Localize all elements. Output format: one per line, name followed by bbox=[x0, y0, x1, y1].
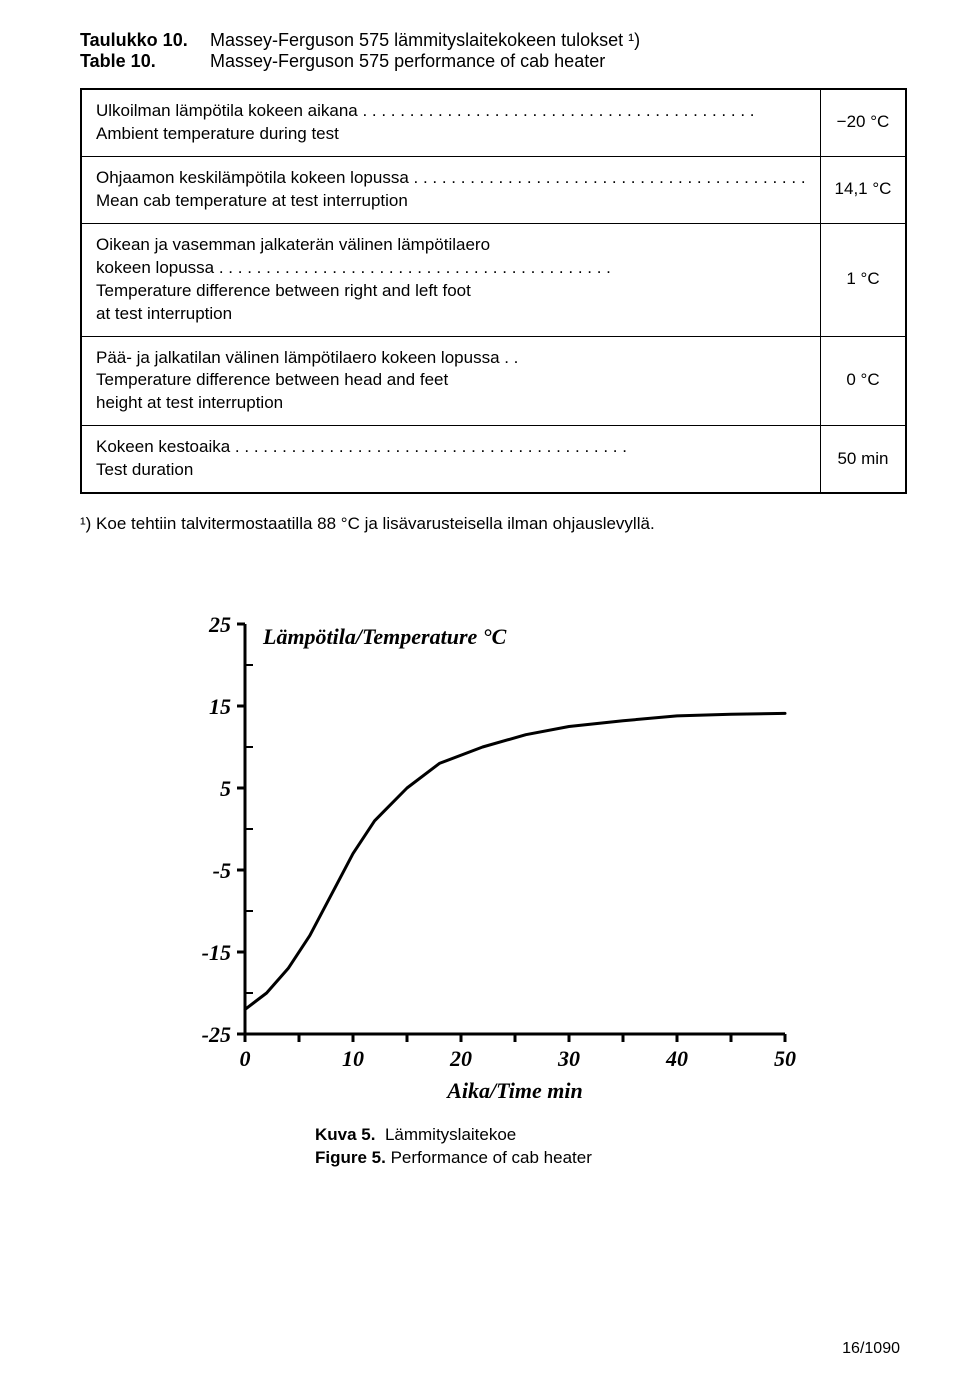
table-row: Kokeen kestoaika Test duration 50 min bbox=[81, 426, 906, 493]
svg-text:15: 15 bbox=[209, 694, 231, 719]
page-number: 16/1090 bbox=[842, 1340, 900, 1358]
row-en2: height at test interruption bbox=[96, 392, 806, 415]
row-en: Test duration bbox=[96, 459, 806, 482]
table-title-fi: Massey-Ferguson 575 lämmityslaitekokeen … bbox=[210, 30, 640, 51]
svg-text:-25: -25 bbox=[202, 1022, 231, 1047]
temperature-chart: -25 -15 -5 5 15 25 0 10 20 30 40 50 Lämpötila/Temper… bbox=[165, 594, 815, 1114]
svg-text:-5: -5 bbox=[213, 858, 231, 883]
row-value: 0 °C bbox=[820, 336, 906, 426]
figure-text-fi: Lämmityslaitekoe bbox=[385, 1125, 516, 1144]
row-en: Temperature difference between right and… bbox=[96, 280, 806, 303]
svg-text:25: 25 bbox=[208, 612, 231, 637]
svg-text:40: 40 bbox=[665, 1046, 688, 1071]
row-fi: Ohjaamon keskilämpötila kokeen lopussa bbox=[96, 168, 409, 187]
table-label-fi: Taulukko 10. bbox=[80, 30, 210, 51]
svg-text:Lämpötila/Temperature °C: Lämpötila/Temperature °C bbox=[262, 624, 507, 649]
row-fi: Pää- ja jalkatilan välinen lämpötilaero … bbox=[96, 347, 806, 370]
row-fi: Oikean ja vasemman jalkaterän välinen lä… bbox=[96, 234, 806, 257]
row-en: Ambient temperature during test bbox=[96, 123, 806, 146]
table-title-en: Massey-Ferguson 575 performance of cab h… bbox=[210, 51, 605, 72]
svg-text:-15: -15 bbox=[202, 940, 231, 965]
row-en: Temperature difference between head and … bbox=[96, 369, 806, 392]
svg-text:Aika/Time min: Aika/Time min bbox=[445, 1078, 582, 1103]
chart-container: -25 -15 -5 5 15 25 0 10 20 30 40 50 Lämpötila/Temper… bbox=[165, 594, 815, 1170]
row-fi: Ulkoilman lämpötila kokeen aikana bbox=[96, 101, 358, 120]
table-header: Taulukko 10. Massey-Ferguson 575 lämmity… bbox=[80, 30, 900, 72]
row-fi: Kokeen kestoaika bbox=[96, 437, 230, 456]
figure-label-fi: Kuva 5. bbox=[315, 1125, 375, 1144]
table-row: Ulkoilman lämpötila kokeen aikana Ambien… bbox=[81, 89, 906, 156]
svg-text:0: 0 bbox=[240, 1046, 251, 1071]
table-row: Oikean ja vasemman jalkaterän välinen lä… bbox=[81, 223, 906, 336]
results-table: Ulkoilman lämpötila kokeen aikana Ambien… bbox=[80, 88, 907, 494]
footnote: ¹) Koe tehtiin talvitermostaatilla 88 °C… bbox=[80, 514, 900, 534]
table-row: Pää- ja jalkatilan välinen lämpötilaero … bbox=[81, 336, 906, 426]
table-row: Ohjaamon keskilämpötila kokeen lopussa M… bbox=[81, 156, 906, 223]
svg-text:10: 10 bbox=[342, 1046, 364, 1071]
figure-text-en: Performance of cab heater bbox=[391, 1148, 592, 1167]
svg-text:30: 30 bbox=[557, 1046, 580, 1071]
row-en: Mean cab temperature at test interruptio… bbox=[96, 190, 806, 213]
row-value: 14,1 °C bbox=[820, 156, 906, 223]
row-fi2: kokeen lopussa bbox=[96, 258, 214, 277]
svg-text:5: 5 bbox=[220, 776, 231, 801]
svg-text:50: 50 bbox=[774, 1046, 796, 1071]
figure-label-en: Figure 5. bbox=[315, 1148, 386, 1167]
row-en2: at test interruption bbox=[96, 303, 806, 326]
figure-caption: Kuva 5. Lämmityslaitekoe Figure 5. Perfo… bbox=[315, 1124, 815, 1170]
row-value: −20 °C bbox=[820, 89, 906, 156]
row-value: 1 °C bbox=[820, 223, 906, 336]
row-value: 50 min bbox=[820, 426, 906, 493]
table-label-en: Table 10. bbox=[80, 51, 210, 72]
svg-text:20: 20 bbox=[449, 1046, 472, 1071]
